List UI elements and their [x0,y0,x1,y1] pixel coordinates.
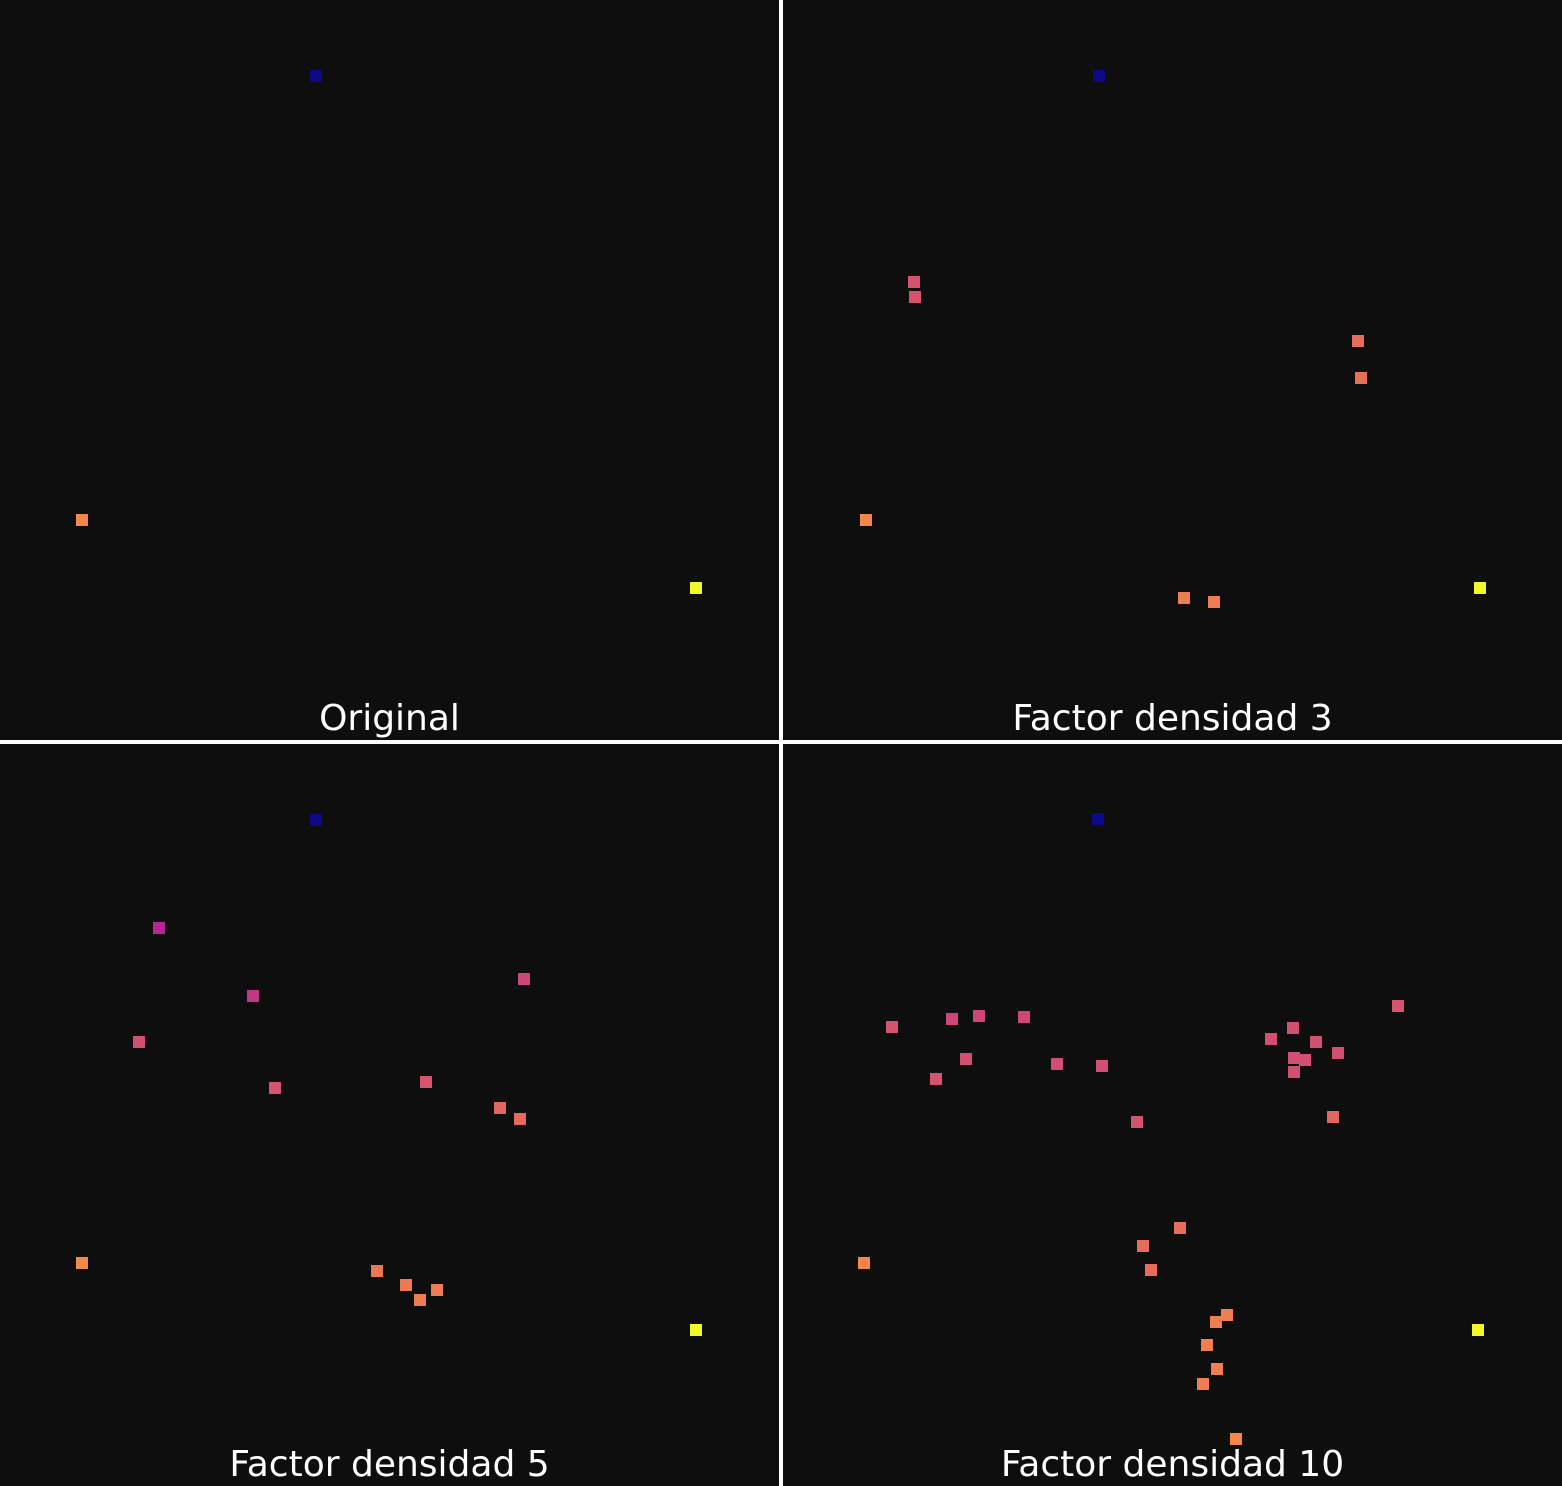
panel-factor-10: Factor densidad 10 [783,744,1562,1486]
scatter-point-3-20 [1137,1240,1149,1252]
scatter-point-3-8 [1096,1060,1108,1072]
scatter-point-3-11 [1287,1022,1299,1034]
scatter-plot-factor-3 [860,70,1486,608]
scatter-plot-original [76,70,702,594]
scatter-point-3-21 [1145,1264,1157,1276]
scatter-point-3-4 [1018,1011,1030,1023]
scatter-point-2-1 [153,922,165,934]
scatter-point-3-10 [1265,1033,1277,1045]
scatter-point-3-16 [1332,1047,1344,1059]
scatter-point-3-0 [1092,813,1104,825]
scatter-point-2-6 [420,1076,432,1088]
scatter-point-2-2 [247,990,259,1002]
scatter-point-1-5 [860,514,872,526]
scatter-point-1-2 [909,291,921,303]
scatter-point-3-29 [1472,1324,1484,1336]
scatter-point-3-28 [1230,1433,1242,1445]
scatter-point-2-13 [431,1284,443,1296]
panel-title-factor-5: Factor densidad 5 [229,1444,550,1485]
scatter-point-1-6 [1178,592,1190,604]
scatter-point-2-0 [310,814,322,826]
scatter-point-2-9 [76,1257,88,1269]
scatter-point-3-22 [858,1257,870,1269]
scatter-point-3-13 [1288,1052,1300,1064]
scatter-point-3-12 [1310,1036,1322,1048]
panel-title-original: Original [319,698,460,739]
scatter-point-3-3 [973,1010,985,1022]
scatter-point-3-14 [1299,1054,1311,1066]
scatter-point-3-15 [1288,1066,1300,1078]
scatter-point-2-8 [514,1113,526,1125]
scatter-point-2-11 [400,1279,412,1291]
scatter-point-3-17 [1392,1000,1404,1012]
scatter-point-2-3 [518,973,530,985]
scatter-point-1-7 [1208,596,1220,608]
panel-title-factor-3: Factor densidad 3 [1012,698,1333,739]
scatter-point-2-10 [371,1265,383,1277]
scatter-point-3-7 [1051,1058,1063,1070]
panel-title-factor-10: Factor densidad 10 [1000,1444,1345,1485]
scatter-point-3-25 [1201,1339,1213,1351]
scatter-point-3-6 [960,1053,972,1065]
scatter-point-3-2 [946,1013,958,1025]
panel-factor-5: Factor densidad 5 [0,744,779,1486]
scatter-point-1-1 [908,276,920,288]
scatter-point-1-8 [1474,582,1486,594]
scatter-point-3-5 [930,1073,942,1085]
scatter-point-2-12 [414,1294,426,1306]
panel-original: Original [0,0,779,740]
scatter-plot-factor-10 [858,813,1484,1445]
scatter-point-3-27 [1197,1378,1209,1390]
scatter-point-3-18 [1327,1111,1339,1123]
scatter-point-1-4 [1355,372,1367,384]
scatter-point-1-3 [1352,335,1364,347]
scatter-point-0-1 [76,514,88,526]
scatter-point-2-7 [494,1102,506,1114]
scatter-plot-factor-5 [76,814,702,1336]
panel-factor-3: Factor densidad 3 [783,0,1562,740]
scatter-point-3-23 [1221,1309,1233,1321]
scatter-point-1-0 [1093,70,1105,82]
scatter-point-2-4 [133,1036,145,1048]
scatter-point-3-1 [886,1021,898,1033]
scatter-point-3-26 [1211,1363,1223,1375]
scatter-point-3-19 [1174,1222,1186,1234]
scatter-point-2-14 [690,1324,702,1336]
scatter-point-3-9 [1131,1116,1143,1128]
scatter-point-0-0 [310,70,322,82]
scatter-point-3-24 [1210,1316,1222,1328]
scatter-point-2-5 [269,1082,281,1094]
scatter-point-0-2 [690,582,702,594]
